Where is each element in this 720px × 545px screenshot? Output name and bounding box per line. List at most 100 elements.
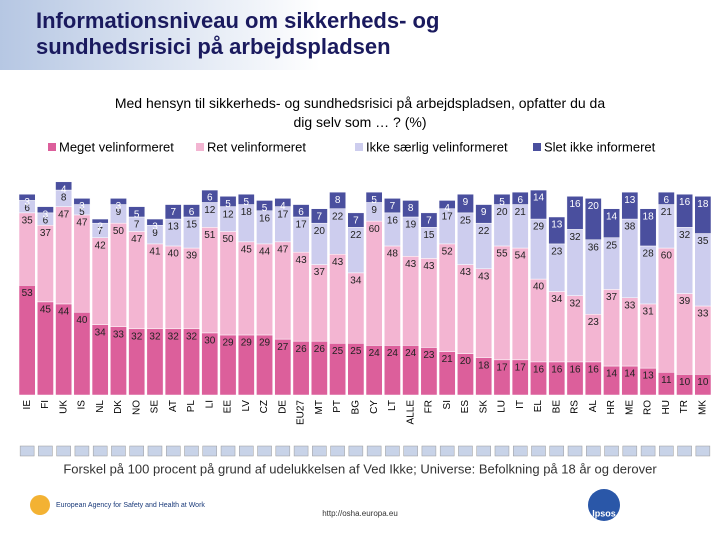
- data-label: 47: [76, 218, 88, 229]
- x-tick-label: BG: [351, 400, 362, 415]
- x-tick-label: HR: [606, 400, 617, 414]
- data-label: 14: [624, 369, 636, 380]
- data-label: 52: [442, 247, 454, 258]
- data-label: 7: [134, 220, 140, 231]
- data-label: 32: [131, 331, 143, 342]
- x-tick-label: LV: [241, 400, 252, 412]
- flag: [439, 445, 455, 457]
- data-label: 15: [186, 220, 198, 231]
- data-label: 9: [152, 228, 158, 239]
- flag: [586, 445, 601, 457]
- bar-segment: [274, 241, 292, 340]
- bar-segment: [110, 222, 127, 327]
- x-tick-label: DE: [277, 400, 288, 414]
- flag: [677, 445, 692, 457]
- bar-segment: [18, 285, 36, 396]
- x-tick-label: AL: [588, 400, 599, 413]
- x-tick-label: MK: [698, 400, 709, 415]
- flag: [293, 445, 309, 457]
- data-label: 20: [314, 226, 326, 237]
- flag: [567, 445, 583, 457]
- data-label: 25: [460, 215, 472, 226]
- data-label: 29: [222, 338, 234, 349]
- legend-swatch: [533, 143, 541, 151]
- data-label: 4: [280, 201, 286, 212]
- bar-segment: [347, 212, 365, 228]
- data-label: 7: [317, 211, 323, 222]
- data-label: 18: [478, 360, 490, 371]
- data-label: 43: [478, 271, 490, 282]
- data-label: 5: [371, 195, 377, 206]
- bar-segment: [55, 181, 73, 191]
- data-label: 37: [606, 292, 618, 303]
- bar-segment: [128, 206, 146, 218]
- data-label: 6: [298, 207, 304, 218]
- data-label: 23: [588, 317, 600, 328]
- data-label: 3: [116, 201, 122, 212]
- x-tick-label: ME: [624, 400, 635, 415]
- data-label: 16: [569, 199, 581, 210]
- data-label: 20: [460, 356, 472, 367]
- data-label: 33: [624, 300, 636, 311]
- bar-segment: [237, 241, 255, 336]
- flag: [366, 445, 382, 457]
- x-tick-label: CZ: [259, 400, 270, 413]
- data-label: 23: [423, 350, 435, 361]
- bar-segment: [493, 245, 511, 361]
- data-label: 18: [241, 207, 253, 218]
- bar-segment: [621, 191, 639, 220]
- header-band: [0, 0, 320, 70]
- data-label: 32: [168, 331, 180, 342]
- flag: [202, 445, 218, 457]
- flag: [312, 445, 327, 457]
- bar-segment: [511, 247, 529, 361]
- x-tick-label: BE: [551, 400, 562, 414]
- x-tick-label: SE: [150, 400, 161, 414]
- x-tick-label: IT: [515, 400, 526, 409]
- bar-segment: [256, 243, 273, 336]
- data-label: 5: [79, 207, 85, 218]
- data-label: 3: [24, 197, 30, 208]
- bar-segment: [402, 200, 420, 218]
- data-label: 9: [116, 207, 122, 218]
- data-label: 5: [134, 209, 140, 220]
- flag: [330, 445, 345, 457]
- data-label: 24: [405, 348, 417, 359]
- x-tick-label: MT: [314, 400, 325, 414]
- flag: [403, 445, 418, 457]
- x-tick-label: EL: [533, 400, 544, 413]
- data-label: 3: [43, 209, 49, 220]
- data-label: 16: [588, 365, 600, 376]
- data-label: 16: [259, 213, 271, 224]
- data-label: 10: [697, 377, 709, 388]
- bar-segment: [310, 208, 328, 224]
- data-label: 8: [408, 203, 414, 214]
- legend-swatch: [48, 143, 56, 151]
- data-label: 42: [95, 240, 107, 251]
- bar-segment: [110, 198, 127, 205]
- bar-segment: [384, 198, 401, 214]
- bar-segment: [128, 231, 146, 330]
- flag: [220, 445, 236, 457]
- flag: [385, 445, 400, 457]
- bar-segment: [438, 200, 456, 209]
- data-label: 25: [350, 346, 362, 357]
- data-label: 12: [204, 205, 216, 216]
- flag: [695, 445, 711, 457]
- bar-segment: [548, 216, 566, 245]
- data-label: 34: [551, 294, 563, 305]
- bar-segment: [146, 218, 164, 226]
- data-label: 53: [22, 288, 34, 299]
- data-label: 32: [149, 331, 161, 342]
- data-label: 54: [515, 251, 527, 262]
- bar-segment: [639, 208, 657, 247]
- data-label: 7: [97, 226, 103, 237]
- flag: [38, 445, 53, 457]
- data-label: 7: [353, 215, 359, 226]
- flag: [659, 445, 674, 457]
- data-label: 38: [624, 222, 636, 233]
- bar-segment: [91, 218, 109, 224]
- legend-swatch: [196, 143, 204, 151]
- bar-segment: [603, 208, 620, 238]
